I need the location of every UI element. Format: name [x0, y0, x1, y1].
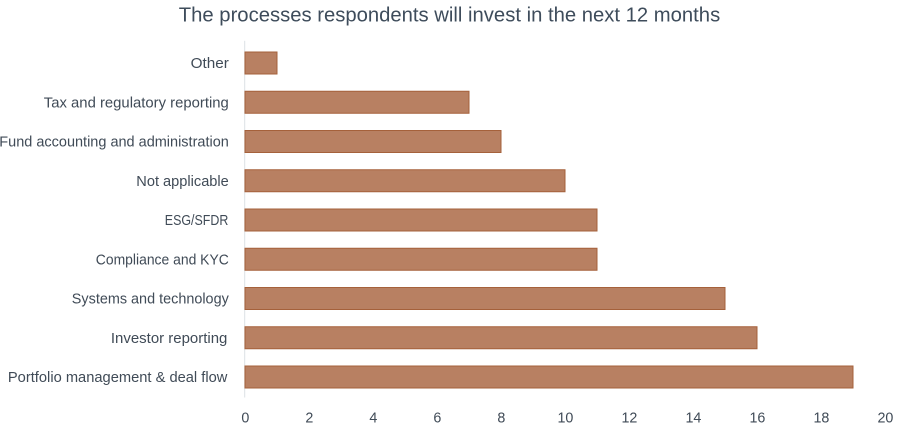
svg-text:6: 6 — [433, 411, 441, 427]
svg-text:Compliance and KYC: Compliance and KYC — [96, 252, 229, 268]
svg-text:12: 12 — [621, 411, 637, 427]
svg-text:20: 20 — [877, 411, 893, 427]
svg-text:10: 10 — [557, 411, 573, 427]
svg-text:Tax and regulatory reporting: Tax and regulatory reporting — [44, 95, 229, 111]
svg-text:16: 16 — [749, 411, 765, 427]
svg-text:14: 14 — [685, 411, 701, 427]
svg-text:Other: Other — [191, 56, 229, 72]
svg-text:Systems and technology: Systems and technology — [72, 292, 230, 308]
svg-text:The processes respondents will: The processes respondents will invest in… — [179, 5, 720, 27]
svg-text:8: 8 — [497, 411, 505, 427]
svg-text:Fund accounting and administra: Fund accounting and administration — [0, 135, 229, 151]
svg-text:4: 4 — [369, 411, 377, 427]
svg-text:18: 18 — [813, 411, 829, 427]
svg-text:Portfolio management & deal fl: Portfolio management & deal flow — [8, 370, 228, 386]
svg-text:0: 0 — [241, 411, 249, 427]
svg-text:2: 2 — [305, 411, 313, 427]
svg-text:Not applicable: Not applicable — [136, 174, 229, 190]
svg-text:ESG/SFDR: ESG/SFDR — [165, 213, 229, 229]
svg-text:Investor reporting: Investor reporting — [111, 331, 228, 347]
